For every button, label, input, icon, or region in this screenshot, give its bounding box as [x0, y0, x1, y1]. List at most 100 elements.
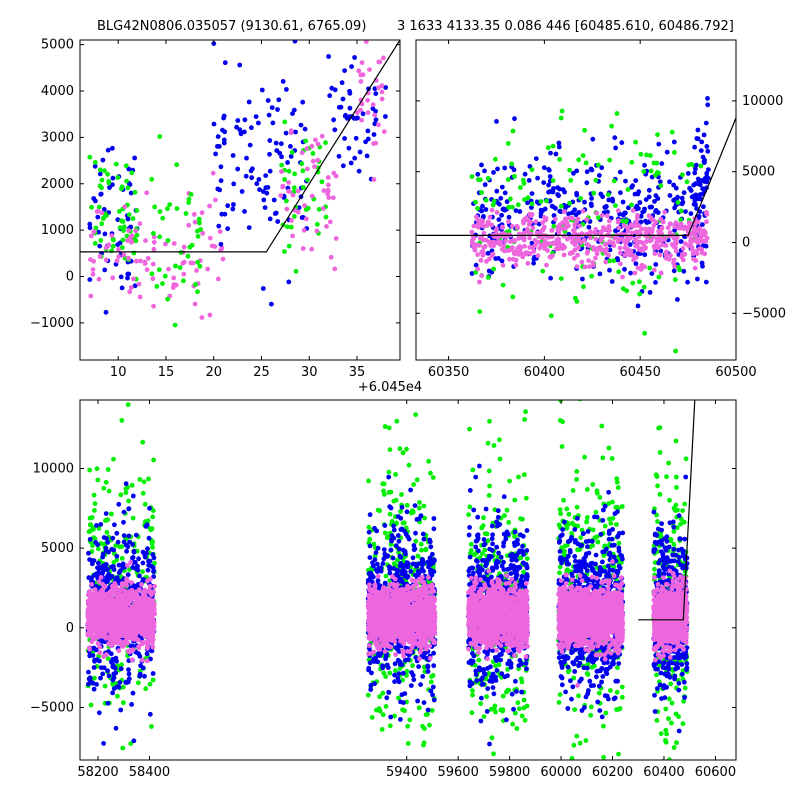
- data-point-green: [641, 169, 647, 174]
- data-point-pink: [97, 254, 103, 259]
- data-point-blue: [499, 184, 505, 190]
- data-point-pink: [552, 216, 558, 222]
- data-point-blue: [405, 534, 411, 539]
- data-point-pink: [591, 245, 596, 251]
- data-point-blue: [113, 670, 119, 676]
- data-point-blue: [98, 675, 103, 681]
- data-point-green: [195, 259, 201, 265]
- data-point-green: [624, 218, 629, 224]
- data-point-blue: [633, 261, 639, 267]
- data-point-green: [583, 160, 589, 166]
- data-point-pink: [112, 601, 118, 606]
- data-point-green: [130, 515, 136, 521]
- y-tick-label: 0: [742, 235, 750, 250]
- data-point-pink: [618, 250, 623, 256]
- data-point-blue: [86, 669, 91, 675]
- data-point-blue: [410, 672, 416, 678]
- data-point-green: [606, 192, 611, 198]
- data-point-blue: [525, 200, 530, 206]
- data-point-blue: [400, 567, 406, 573]
- data-point-blue: [623, 178, 628, 184]
- data-point-blue: [626, 205, 631, 211]
- data-point-blue: [267, 216, 273, 222]
- data-point-green: [399, 492, 404, 497]
- data-point-pink: [540, 220, 545, 225]
- data-point-pink: [630, 208, 636, 214]
- data-point-blue: [384, 662, 390, 668]
- y-tick-label: 4000: [41, 84, 74, 99]
- data-point-blue: [533, 156, 539, 162]
- data-point-green: [89, 515, 95, 520]
- data-point-blue: [347, 88, 352, 94]
- data-point-blue: [695, 127, 701, 133]
- data-point-blue: [239, 189, 245, 194]
- data-point-green: [377, 694, 382, 700]
- data-point-blue: [373, 91, 379, 96]
- data-point-pink: [209, 243, 215, 249]
- data-point-pink: [528, 219, 533, 225]
- data-point-pink: [118, 638, 123, 644]
- data-point-blue: [105, 540, 111, 545]
- data-point-green: [100, 216, 106, 221]
- data-point-pink: [500, 262, 506, 268]
- data-point-pink: [673, 220, 679, 226]
- data-point-pink: [549, 228, 555, 233]
- data-point-pink: [163, 241, 168, 247]
- data-point-blue: [238, 131, 244, 137]
- data-point-blue: [495, 166, 500, 172]
- data-point-blue: [103, 565, 108, 571]
- data-point-pink: [126, 228, 131, 233]
- y-tick-label: −5000: [742, 306, 786, 321]
- panel-bottom: 58200 58400 59400 59600 59800 60000 60200 60400…: [30, 399, 737, 780]
- data-point-blue: [659, 161, 665, 167]
- data-point-green: [149, 176, 155, 182]
- data-point-green: [157, 134, 163, 139]
- data-point-blue: [137, 653, 143, 659]
- data-point-pink: [171, 275, 177, 281]
- data-point-pink: [133, 258, 139, 264]
- data-point-green: [150, 545, 155, 550]
- data-point-pink: [140, 619, 145, 624]
- data-point-green: [319, 179, 325, 185]
- data-point-pink: [538, 229, 544, 235]
- data-point-pink: [98, 575, 104, 580]
- data-point-green: [429, 708, 435, 713]
- data-point-blue: [671, 197, 676, 203]
- data-point-pink: [582, 264, 588, 270]
- data-point-pink: [305, 166, 310, 172]
- data-point-blue: [704, 144, 710, 149]
- data-point-blue: [646, 187, 652, 193]
- data-point-blue: [267, 138, 273, 143]
- data-point-green: [469, 174, 475, 180]
- data-point-pink: [181, 259, 187, 265]
- data-point-blue: [369, 670, 374, 676]
- data-point-blue: [356, 168, 362, 174]
- data-point-green: [401, 520, 407, 526]
- data-point-green: [130, 216, 136, 221]
- data-point-green: [404, 502, 410, 508]
- data-point-blue: [106, 673, 112, 679]
- data-point-pink: [354, 110, 360, 115]
- data-point-pink: [633, 229, 639, 235]
- data-point-blue: [104, 574, 110, 580]
- data-point-blue: [428, 544, 434, 550]
- data-point-blue: [617, 169, 623, 175]
- data-point-blue: [242, 209, 247, 214]
- data-point-pink: [673, 239, 679, 245]
- data-point-pink: [138, 258, 143, 264]
- data-point-blue: [687, 185, 692, 191]
- data-point-green: [156, 267, 162, 273]
- data-point-blue: [284, 87, 289, 92]
- data-point-pink: [607, 218, 612, 224]
- data-point-pink: [379, 89, 385, 95]
- data-point-blue: [140, 560, 146, 566]
- data-point-green: [286, 168, 292, 174]
- data-point-pink: [96, 276, 102, 282]
- data-point-pink: [207, 235, 213, 241]
- data-point-pink: [588, 235, 593, 241]
- model-line: [416, 117, 736, 236]
- data-point-blue: [580, 276, 585, 282]
- data-point-blue: [398, 717, 403, 722]
- data-point-pink: [621, 223, 627, 229]
